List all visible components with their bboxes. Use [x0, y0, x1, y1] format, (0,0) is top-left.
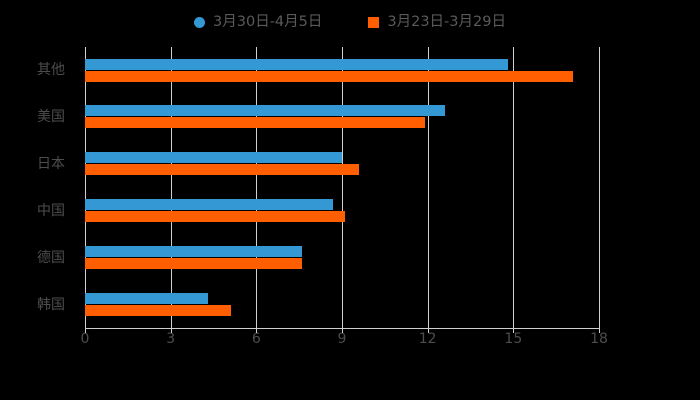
- legend-item-series-1[interactable]: 3月30日-4月5日: [194, 15, 322, 30]
- x-axis-tick-mark: [427, 328, 429, 333]
- y-axis-labels: 其他美国日本中国德国韩国: [0, 47, 75, 328]
- bar[interactable]: [85, 245, 303, 257]
- x-axis-tick-mark: [170, 328, 172, 333]
- bar[interactable]: [85, 105, 445, 117]
- legend-label-series-2: 3月23日-3月29日: [387, 13, 506, 30]
- gridline: [342, 47, 343, 328]
- x-axis-tick-mark: [513, 328, 515, 333]
- gridline: [513, 47, 515, 328]
- bar[interactable]: [85, 292, 208, 304]
- x-axis-tick-mark: [85, 328, 86, 333]
- x-axis-labels: 0 3 6 9 12 15 18: [0, 332, 700, 354]
- bar[interactable]: [85, 304, 231, 316]
- x-axis-tick-label: 18: [590, 331, 608, 347]
- legend-circle-marker-icon: [194, 16, 206, 28]
- x-axis-tick-mark: [342, 328, 343, 333]
- x-axis-tick-label: 15: [504, 331, 523, 347]
- x-axis-tick-label: 9: [337, 331, 347, 347]
- x-axis-tick-label: 0: [80, 331, 90, 347]
- plot-area: [85, 47, 600, 328]
- chart-legend: 3月30日-4月5日 3月23日-3月29日: [0, 8, 700, 36]
- x-axis-tick-mark: [256, 328, 258, 333]
- bar-group: [85, 141, 599, 188]
- bar[interactable]: [85, 152, 342, 164]
- bar-group: [85, 188, 599, 235]
- x-axis-tick-label: 12: [418, 331, 437, 347]
- x-axis-tick-label: 3: [166, 331, 176, 347]
- y-axis-tick-label: 德国: [37, 249, 65, 266]
- bar[interactable]: [85, 58, 508, 70]
- bar[interactable]: [85, 70, 574, 82]
- bar-group: [85, 47, 599, 94]
- bar-group: [85, 94, 599, 141]
- y-axis-tick-label: 韩国: [37, 296, 65, 313]
- gridline: [256, 47, 258, 328]
- y-axis-tick-label: 日本: [37, 156, 65, 173]
- y-axis-tick-label: 美国: [37, 109, 65, 126]
- gridline: [599, 47, 600, 328]
- bar-group: [85, 281, 599, 328]
- bar[interactable]: [85, 257, 303, 269]
- x-axis-tick-label: 6: [251, 331, 261, 347]
- gridline: [427, 47, 429, 328]
- legend-label-series-1: 3月30日-4月5日: [213, 13, 323, 30]
- y-axis-tick-label: 其他: [37, 62, 65, 79]
- bar[interactable]: [85, 164, 360, 176]
- legend-square-marker-icon: [368, 16, 380, 28]
- bar-group: [85, 234, 599, 281]
- gridline: [170, 47, 172, 328]
- y-axis-tick-label: 中国: [37, 202, 65, 219]
- bar[interactable]: [85, 211, 345, 222]
- legend-item-series-2[interactable]: 3月23日-3月29日: [368, 15, 506, 30]
- x-axis-tick-mark: [599, 328, 600, 333]
- bar[interactable]: [85, 117, 425, 129]
- bar[interactable]: [85, 199, 334, 210]
- y-axis-line: [85, 47, 86, 328]
